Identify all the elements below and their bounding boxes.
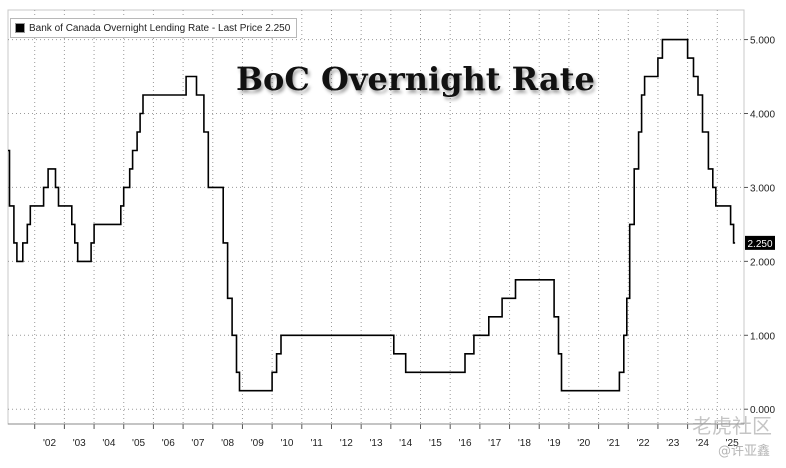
x-tick-label: '24 [696, 438, 709, 449]
x-tick-label: '18 [518, 438, 531, 449]
y-tick-label: 5.000 [750, 36, 775, 47]
x-tick-label: '17 [488, 438, 501, 449]
x-tick-label: '15 [429, 438, 442, 449]
y-tick-label: 2.000 [750, 257, 775, 268]
x-tick-label: '22 [637, 438, 650, 449]
axis-layer: 0.000 1.000 2.000 3.000 4.000 5.000 '02 '03 '04 '… [8, 36, 775, 449]
y-tick-label: 3.000 [750, 183, 775, 194]
legend[interactable]: Bank of Canada Overnight Lending Rate - … [10, 18, 298, 38]
watermark-text: 老虎社区 [692, 414, 772, 438]
y-tick-label: 1.000 [750, 331, 775, 342]
x-tick-label: '07 [191, 438, 204, 449]
y-tick-label: 4.000 [750, 110, 775, 121]
x-tick-label: '23 [666, 438, 679, 449]
x-tick-label: '16 [459, 438, 472, 449]
last-price-label: 2.250 [747, 239, 772, 250]
watermark-author: @许亚鑫 [717, 444, 770, 459]
y-tick-label: 0.000 [750, 405, 775, 416]
x-tick-label: '10 [280, 438, 293, 449]
series-line [8, 38, 736, 392]
x-tick-label: '11 [310, 438, 323, 449]
x-tick-label: '25 [726, 438, 739, 449]
x-tick-label: '04 [102, 438, 115, 449]
x-tick-label: '03 [73, 438, 86, 449]
series-layer [8, 38, 736, 392]
last-price-box [745, 235, 775, 250]
x-tick-label: '09 [251, 438, 264, 449]
x-tick-label: '13 [369, 438, 382, 449]
x-tick-label: '14 [399, 438, 412, 449]
x-tick-label: '21 [607, 438, 620, 449]
x-tick-label: '19 [548, 438, 561, 449]
x-tick-label: '06 [162, 438, 175, 449]
chart-title: BoC Overnight Rate [236, 60, 595, 98]
x-tick-label: '02 [43, 438, 56, 449]
x-tick-label: '05 [132, 438, 145, 449]
legend-swatch [15, 23, 25, 33]
legend-label: Bank of Canada Overnight Lending Rate - … [29, 22, 291, 34]
x-tick-label: '20 [577, 438, 590, 449]
x-tick-label: '08 [221, 438, 234, 449]
x-tick-label: '12 [340, 438, 353, 449]
grid-layer [7, 9, 745, 425]
